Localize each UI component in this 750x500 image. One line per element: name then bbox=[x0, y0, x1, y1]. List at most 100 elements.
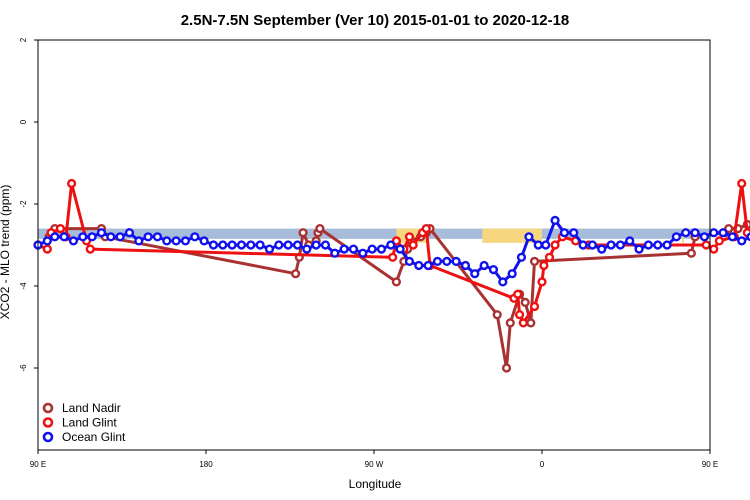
land-glint-point bbox=[529, 301, 540, 312]
ocean-glint-point bbox=[432, 256, 443, 267]
ocean-glint-point bbox=[524, 232, 534, 242]
ocean-glint-point bbox=[737, 236, 747, 246]
x-tick-label: 90 E bbox=[30, 460, 46, 469]
ocean-glint-point bbox=[78, 232, 88, 242]
ocean-glint-point bbox=[115, 232, 125, 242]
land-glint-point bbox=[514, 310, 525, 320]
y-tick-label: -2 bbox=[19, 200, 28, 208]
ocean-glint-point bbox=[199, 236, 209, 246]
land-nadir-point bbox=[520, 297, 530, 308]
ocean-glint-point bbox=[339, 244, 349, 254]
land-glint-point bbox=[66, 178, 77, 189]
ocean-glint-point bbox=[68, 236, 79, 246]
ocean-glint-point bbox=[597, 244, 607, 254]
ocean-glint-point bbox=[559, 228, 570, 238]
y-tick-label: 2 bbox=[19, 37, 28, 42]
land-nadir-point bbox=[501, 363, 512, 373]
ocean-glint-point bbox=[404, 256, 415, 267]
land-glint-point bbox=[709, 244, 719, 254]
y-tick-label: 0 bbox=[19, 119, 28, 124]
land-nadir-point bbox=[686, 248, 696, 258]
ocean-glint-point bbox=[460, 260, 471, 271]
land-glint-point bbox=[701, 240, 711, 250]
ocean-glint-point bbox=[423, 260, 433, 271]
ocean-glint-point bbox=[414, 260, 424, 271]
ocean-glint-point bbox=[283, 240, 293, 250]
ocean-glint-point bbox=[550, 215, 560, 226]
land-glint-point bbox=[388, 252, 398, 262]
ocean-glint-point bbox=[171, 236, 181, 246]
ocean-glint-point bbox=[190, 232, 200, 242]
legend-label: Land Glint bbox=[62, 416, 117, 430]
ocean-glint-point bbox=[42, 236, 52, 246]
ocean-glint-point bbox=[367, 244, 377, 254]
ocean-glint-point bbox=[124, 228, 135, 238]
ocean-glint-point bbox=[578, 240, 588, 250]
land-nadir-point bbox=[298, 228, 308, 238]
ocean-glint-point bbox=[507, 269, 517, 279]
ocean-glint-point bbox=[541, 240, 551, 250]
ocean-glint-point bbox=[236, 240, 247, 250]
ocean-glint-point bbox=[87, 232, 97, 242]
ocean-glint-point bbox=[662, 240, 672, 250]
ocean-coverage-band bbox=[38, 228, 710, 239]
ocean-glint-point bbox=[451, 256, 461, 267]
ocean-glint-point bbox=[386, 240, 396, 250]
land-glint-point bbox=[714, 236, 724, 246]
y-tick-label: -4 bbox=[19, 282, 28, 290]
land-glint-point bbox=[537, 277, 547, 287]
land-glint-point bbox=[42, 244, 52, 254]
ocean-glint-point bbox=[615, 240, 626, 250]
y-axis: 2 0 -2 -4 -6 bbox=[19, 37, 38, 372]
legend-marker bbox=[42, 402, 54, 414]
ocean-glint-point bbox=[143, 232, 153, 242]
ocean-glint-point bbox=[274, 240, 284, 250]
land-glint-point bbox=[518, 318, 528, 328]
ocean-glint-point bbox=[106, 232, 116, 242]
land-glint-point bbox=[539, 260, 549, 271]
series-ocean-glint bbox=[33, 215, 750, 287]
ocean-glint-point bbox=[311, 240, 321, 250]
ocean-glint-point bbox=[625, 236, 635, 246]
land-glint-point bbox=[55, 224, 66, 234]
legend-item-land-glint: Land Glint bbox=[42, 416, 117, 430]
ocean-glint-point bbox=[690, 228, 700, 238]
ocean-glint-point bbox=[320, 240, 331, 250]
x-tick-label: 180 bbox=[199, 460, 213, 469]
ocean-glint-point bbox=[152, 232, 163, 242]
land-glint-point bbox=[404, 232, 415, 242]
legend-item-ocean-glint: Ocean Glint bbox=[42, 430, 126, 444]
ocean-glint-point bbox=[498, 277, 508, 287]
series-land-glint bbox=[33, 178, 750, 328]
ocean-glint-point bbox=[470, 269, 480, 279]
ocean-glint-point bbox=[255, 240, 265, 250]
x-tick-label: 90 E bbox=[702, 460, 718, 469]
legend-label: Ocean Glint bbox=[62, 430, 126, 444]
ocean-glint-point bbox=[348, 244, 359, 254]
land-glint-point bbox=[85, 244, 95, 254]
ocean-glint-point bbox=[727, 232, 738, 242]
ocean-glint-point bbox=[681, 228, 691, 238]
land-nadir-point bbox=[505, 318, 515, 328]
land-nadir-point bbox=[492, 310, 502, 320]
ocean-glint-point bbox=[643, 240, 654, 250]
ocean-glint-point bbox=[533, 240, 543, 250]
ocean-glint-point bbox=[395, 244, 405, 254]
ocean-glint-point bbox=[96, 228, 107, 238]
legend-marker bbox=[42, 431, 54, 443]
ocean-glint-point bbox=[134, 236, 144, 246]
ocean-glint-point bbox=[488, 265, 499, 275]
legend-marker bbox=[42, 417, 54, 428]
ocean-glint-point bbox=[358, 248, 368, 258]
x-tick-label: 90 W bbox=[365, 460, 384, 469]
ocean-glint-point bbox=[671, 232, 682, 242]
legend-label: Land Nadir bbox=[62, 401, 121, 415]
ocean-glint-point bbox=[330, 248, 340, 258]
land-nadir-point bbox=[315, 224, 325, 234]
ocean-glint-point bbox=[246, 240, 256, 250]
ocean-glint-point bbox=[479, 260, 489, 271]
ocean-glint-point bbox=[302, 244, 312, 254]
land-nadir-point bbox=[291, 269, 301, 279]
